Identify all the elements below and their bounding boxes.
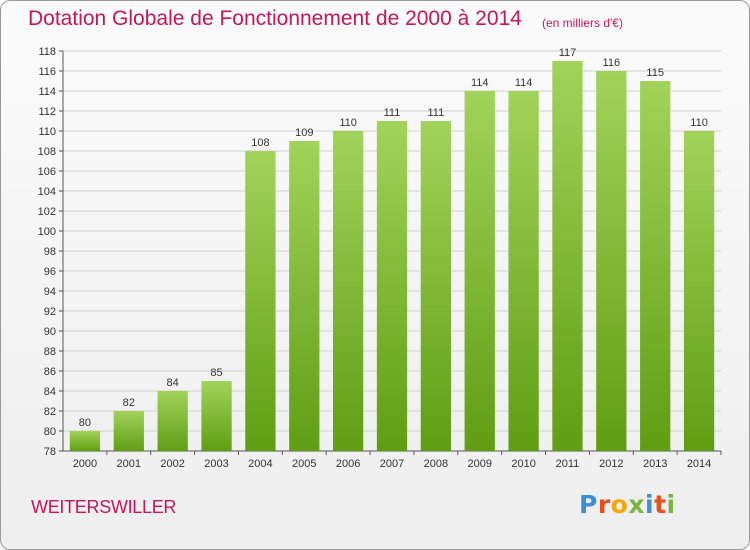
data-label: 110 bbox=[690, 117, 708, 129]
x-tick-label: 2011 bbox=[556, 458, 580, 470]
data-label: 111 bbox=[384, 107, 401, 119]
bar bbox=[332, 131, 364, 451]
logo-letter: r bbox=[597, 490, 611, 519]
chart-title: Dotation Globale de Fonctionnement de 20… bbox=[28, 7, 522, 30]
y-tick-label: 110 bbox=[38, 126, 56, 138]
chart-subtitle: (en milliers d'€) bbox=[542, 16, 623, 30]
y-tick-label: 78 bbox=[44, 446, 56, 458]
bar bbox=[376, 121, 408, 451]
proxiti-logo: Proxiti bbox=[579, 490, 676, 519]
data-label: 114 bbox=[515, 77, 533, 89]
x-tick-label: 2002 bbox=[160, 458, 184, 470]
data-label: 117 bbox=[559, 47, 577, 59]
y-tick-label: 86 bbox=[44, 366, 56, 378]
x-tick-label: 2004 bbox=[248, 458, 272, 470]
bar bbox=[245, 151, 276, 451]
bar bbox=[683, 131, 715, 451]
y-tick-label: 88 bbox=[44, 346, 56, 358]
x-tick-label: 2005 bbox=[292, 458, 316, 470]
data-label: 110 bbox=[339, 117, 357, 129]
labels: 78 80 82 84 86 88 90 92 94 96 98 100 102 104 106 108 110… bbox=[38, 46, 712, 470]
logo-letter: i bbox=[645, 490, 655, 519]
y-tick-label: 84 bbox=[44, 386, 56, 398]
y-tick-label: 80 bbox=[44, 426, 56, 438]
y-tick-label: 116 bbox=[38, 66, 56, 78]
logo-letter: i bbox=[666, 490, 676, 519]
x-tick-label: 2000 bbox=[73, 458, 97, 470]
bar bbox=[289, 141, 320, 451]
data-label: 109 bbox=[295, 127, 313, 139]
data-label: 111 bbox=[427, 107, 444, 119]
x-tick-label: 2009 bbox=[467, 458, 491, 470]
x-tick-label: 2010 bbox=[511, 458, 535, 470]
bar bbox=[552, 61, 583, 451]
bar bbox=[201, 381, 232, 451]
bar bbox=[508, 91, 539, 451]
data-label: 85 bbox=[210, 367, 222, 379]
data-label: 116 bbox=[603, 57, 621, 69]
bars bbox=[69, 61, 715, 451]
y-tick-label: 114 bbox=[38, 86, 56, 98]
x-tick-label: 2012 bbox=[599, 458, 623, 470]
bar bbox=[69, 431, 101, 451]
logo-letter: o bbox=[610, 490, 629, 519]
y-tick-label: 112 bbox=[38, 106, 56, 118]
y-tick-label: 90 bbox=[44, 326, 56, 338]
y-tick-label: 104 bbox=[38, 186, 56, 198]
data-label: 115 bbox=[646, 67, 664, 79]
y-tick-label: 92 bbox=[44, 306, 56, 318]
bar bbox=[157, 391, 188, 451]
logo-letter: x bbox=[628, 490, 645, 519]
logo-letter: t bbox=[654, 490, 667, 519]
x-tick-label: 2007 bbox=[380, 458, 404, 470]
x-tick-label: 2006 bbox=[336, 458, 360, 470]
logo-letter: P bbox=[579, 490, 598, 519]
y-tick-label: 102 bbox=[38, 206, 56, 218]
data-label: 82 bbox=[123, 397, 135, 409]
y-tick-label: 100 bbox=[38, 226, 56, 238]
y-tick-label: 118 bbox=[38, 46, 56, 58]
bar bbox=[596, 71, 627, 451]
data-label: 80 bbox=[79, 417, 91, 429]
x-tick-label: 2003 bbox=[204, 458, 228, 470]
commune-name: WEITERSWILLER bbox=[31, 497, 177, 517]
x-tick-label: 2014 bbox=[687, 458, 711, 470]
data-label: 108 bbox=[251, 137, 269, 149]
y-tick-label: 96 bbox=[44, 266, 56, 278]
bar bbox=[464, 91, 495, 451]
y-tick-label: 94 bbox=[44, 286, 56, 298]
x-tick-label: 2013 bbox=[643, 458, 667, 470]
bar bbox=[113, 411, 144, 451]
bar bbox=[420, 121, 452, 451]
bar bbox=[640, 81, 671, 451]
y-tick-label: 106 bbox=[38, 166, 56, 178]
y-tick-label: 108 bbox=[38, 146, 56, 158]
y-tick-label: 98 bbox=[44, 246, 56, 258]
y-tick-label: 82 bbox=[44, 406, 56, 418]
x-tick-label: 2008 bbox=[424, 458, 448, 470]
data-label: 84 bbox=[167, 377, 179, 389]
x-tick-label: 2001 bbox=[117, 458, 141, 470]
data-label: 114 bbox=[471, 77, 489, 89]
